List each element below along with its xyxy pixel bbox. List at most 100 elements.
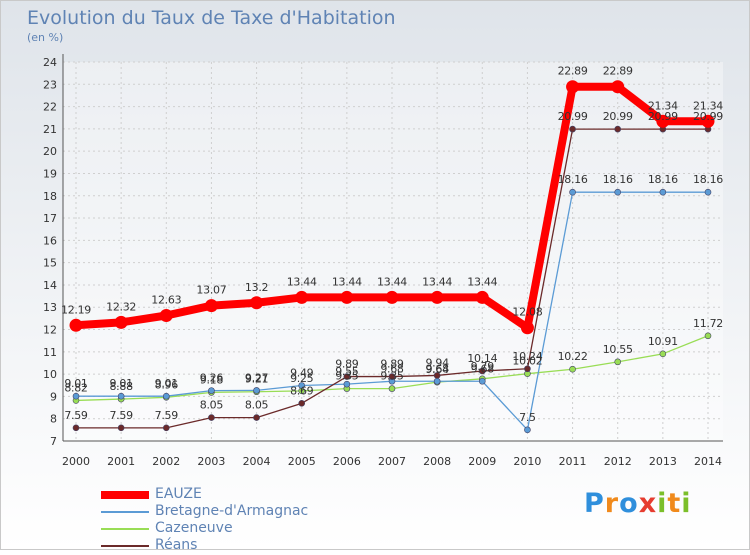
data-label: 8.05 [245, 399, 269, 412]
data-label: 10.91 [648, 335, 678, 348]
data-label: 22.89 [558, 65, 588, 78]
data-label: 7.59 [155, 409, 179, 422]
x-tick-label: 2010 [513, 455, 541, 468]
data-point [614, 358, 622, 366]
data-point [340, 290, 354, 304]
data-label: 9.01 [64, 377, 87, 390]
data-label: 9.27 [245, 371, 269, 384]
data-point [298, 382, 306, 389]
x-tick-label: 2002 [152, 455, 180, 468]
data-point [656, 114, 670, 128]
data-point [117, 392, 125, 400]
data-label: 10.02 [512, 355, 542, 368]
y-tick-label: 15 [43, 257, 57, 270]
logo-letter: o [619, 488, 639, 519]
y-tick-label: 12 [43, 324, 57, 337]
legend-label: EAUZE [155, 486, 202, 502]
data-label: 12.08 [512, 306, 542, 319]
legend-swatch [101, 545, 149, 547]
y-tick-label: 19 [43, 167, 57, 180]
x-tick-label: 2013 [649, 455, 677, 468]
data-label: 13.44 [422, 275, 452, 288]
data-label: 9.68 [425, 362, 449, 375]
legend-swatch [101, 511, 149, 513]
data-point [478, 377, 486, 385]
data-label: 12.32 [106, 300, 136, 313]
x-tick-label: 2004 [243, 455, 271, 468]
data-point [614, 125, 622, 133]
y-tick-label: 13 [43, 301, 57, 314]
data-point [385, 290, 399, 304]
x-tick-label: 2007 [378, 455, 406, 468]
y-tick-label: 10 [43, 368, 57, 381]
data-label: 9.26 [200, 372, 224, 385]
y-tick-label: 7 [50, 435, 57, 448]
data-label: 9.01 [155, 377, 178, 390]
logo-letter: i [681, 488, 692, 519]
y-tick-label: 18 [43, 190, 57, 203]
x-tick-label: 2005 [288, 455, 316, 468]
data-label: 10.24 [512, 350, 542, 363]
data-label: 9.64 [425, 363, 449, 376]
data-label: 9.01 [109, 377, 132, 390]
data-point [72, 392, 80, 400]
x-tick-label: 2000 [62, 455, 90, 468]
y-tick-label: 21 [43, 123, 57, 136]
data-point [117, 424, 125, 432]
data-label: 12.63 [151, 293, 181, 306]
data-point [162, 424, 170, 432]
data-label: 9.25 [290, 372, 314, 385]
data-label: 12.19 [61, 303, 91, 316]
data-point [704, 188, 712, 196]
data-label: 18.16 [693, 173, 723, 186]
y-tick-label: 20 [43, 145, 57, 158]
data-point [208, 387, 215, 394]
data-point [433, 372, 441, 379]
data-label: 20.99 [603, 110, 633, 123]
data-label: 21.34 [693, 99, 723, 112]
data-label: 8.05 [200, 399, 224, 412]
data-label: 10.14 [467, 352, 497, 365]
y-tick-label: 9 [50, 390, 57, 403]
data-label: 9.89 [335, 358, 359, 371]
data-point [433, 377, 441, 385]
data-label: 9.35 [335, 370, 359, 383]
logo-letter: t [667, 488, 682, 519]
data-point [569, 188, 576, 196]
data-label: 13.44 [287, 275, 317, 288]
legend-swatch [101, 491, 149, 499]
x-tick-label: 2014 [694, 455, 722, 468]
data-label: 20.99 [558, 110, 588, 123]
data-point [208, 414, 215, 421]
data-point [343, 373, 351, 380]
data-label: 13.44 [332, 275, 362, 288]
data-label: 9.49 [290, 366, 314, 379]
data-label: 9.94 [425, 356, 449, 369]
data-label: 11.72 [693, 317, 723, 330]
data-label: 18.16 [648, 173, 678, 186]
y-tick-label: 24 [43, 56, 57, 69]
data-label: 10.22 [558, 350, 588, 363]
data-label: 10.55 [603, 343, 633, 356]
data-point [430, 290, 444, 304]
data-point [159, 308, 173, 322]
data-point [343, 380, 351, 388]
data-label: 13.2 [245, 281, 268, 294]
data-label: 9.89 [380, 358, 404, 371]
data-point [566, 80, 580, 94]
y-tick-label: 16 [43, 234, 57, 247]
data-label: 9.68 [471, 362, 495, 375]
data-point [569, 125, 576, 133]
data-label: 9.21 [245, 373, 268, 386]
x-tick-label: 2003 [197, 455, 225, 468]
legend-label: Réans [155, 537, 198, 553]
x-tick-label: 2008 [423, 455, 451, 468]
data-point [659, 350, 667, 358]
data-point [569, 365, 576, 373]
data-label: 9.18 [200, 373, 224, 386]
x-tick-label: 2001 [107, 455, 135, 468]
data-point [704, 332, 712, 340]
data-label: 20.99 [648, 110, 678, 123]
